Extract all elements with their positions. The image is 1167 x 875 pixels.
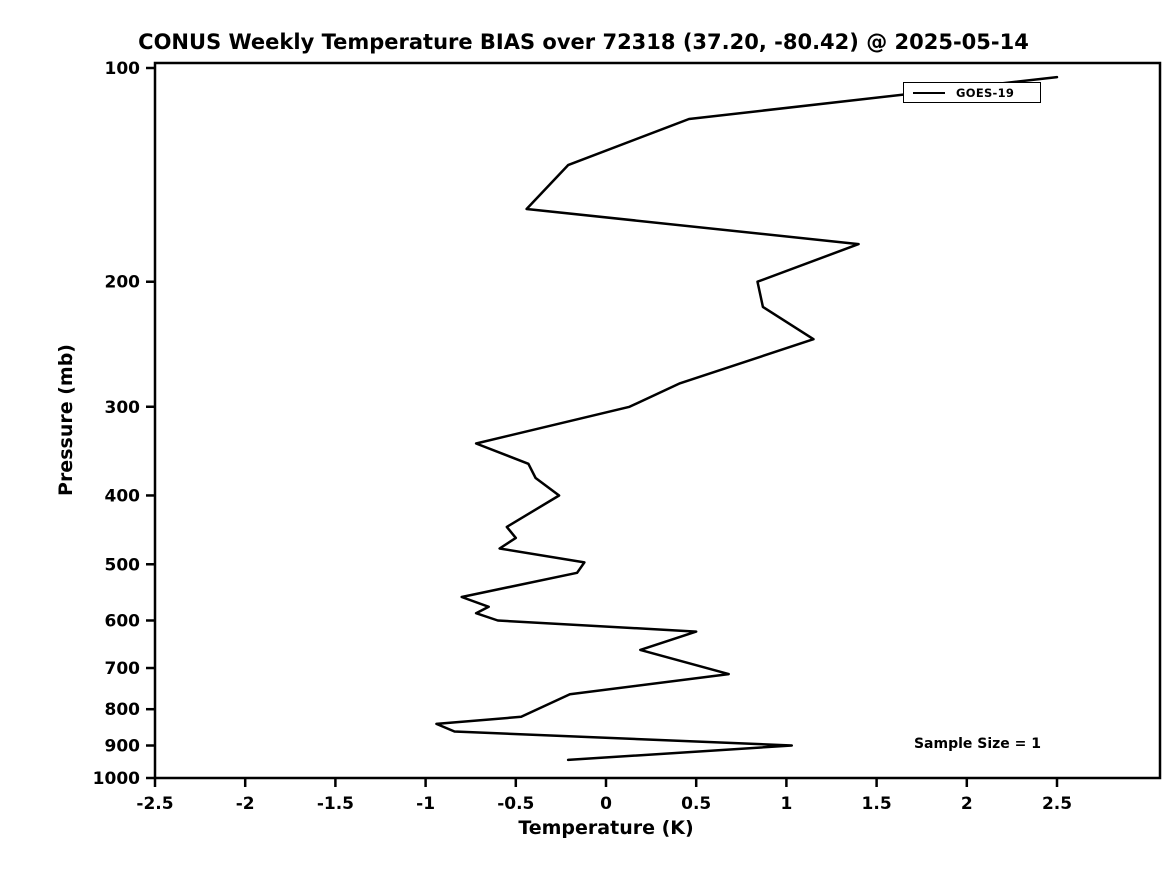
y-tick-label: 900: [105, 737, 141, 757]
x-tick-label: -2: [236, 794, 255, 814]
x-tick-label: 2.5: [1042, 794, 1072, 814]
y-tick-label: 300: [105, 398, 141, 418]
axes-frame: [153, 61, 1162, 780]
y-tick-label: 400: [105, 486, 141, 506]
x-tick-label: -1: [416, 794, 435, 814]
chart-title: CONUS Weekly Temperature BIAS over 72318…: [138, 30, 1029, 54]
y-tick-label: 1000: [93, 769, 140, 789]
x-tick-label: 0: [600, 794, 612, 814]
legend-label: GOES-19: [956, 85, 1015, 100]
x-tick-label: -0.5: [497, 794, 534, 814]
legend: GOES-19: [903, 82, 1041, 103]
y-tick-label: 600: [105, 611, 141, 631]
legend-line-sample: [913, 91, 945, 94]
y-tick-label: 700: [105, 659, 141, 679]
y-tick-label: 800: [105, 700, 141, 720]
x-axis-label: Temperature (K): [518, 817, 694, 839]
x-tick-label: 0.5: [681, 794, 711, 814]
x-tick-label: -1.5: [317, 794, 354, 814]
sample-size-annotation: Sample Size = 1: [913, 736, 1042, 752]
x-tick-label: 1.5: [862, 794, 892, 814]
x-tick-label: -2.5: [136, 794, 173, 814]
x-tick-label: 1: [780, 794, 792, 814]
bias-profile-line: [435, 75, 1059, 762]
x-tick-label: 2: [961, 794, 973, 814]
y-tick-label: 200: [105, 273, 141, 293]
y-tick-label: 500: [105, 555, 141, 575]
y-axis-label: Pressure (mb): [55, 344, 77, 496]
y-tick-label: 100: [105, 59, 141, 79]
